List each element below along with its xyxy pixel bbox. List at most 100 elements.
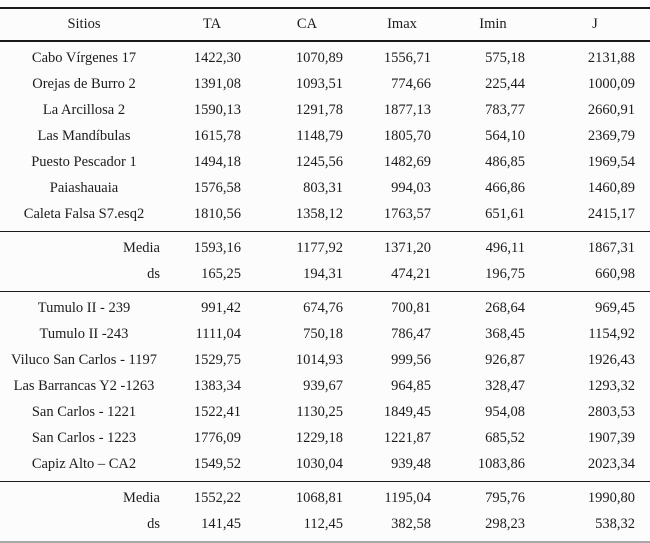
group2-rows: Tumulo II - 239 991,42 674,76 700,81 268… — [0, 291, 650, 482]
site-cell: Caleta Falsa S7.esq2 — [23, 206, 145, 222]
site-cell: La Arcillosa 2 — [42, 102, 126, 118]
table-row: Caleta Falsa S7.esq2 1810,56 1358,12 176… — [0, 202, 650, 232]
j-cell: 2131,88 — [587, 50, 635, 66]
summary-label: ds — [147, 516, 160, 532]
site-cell: Puesto Pescador 1 — [31, 154, 137, 170]
site-cell: San Carlos - 1221 — [31, 404, 137, 420]
imin-cell: 1083,86 — [477, 456, 525, 472]
j-cell: 660,98 — [595, 266, 635, 282]
ca-cell: 1030,04 — [295, 456, 343, 472]
ca-cell: 1177,92 — [296, 240, 343, 256]
ta-cell: 991,42 — [201, 300, 241, 316]
j-cell: 1293,32 — [587, 378, 635, 394]
ta-cell: 1383,34 — [193, 378, 241, 394]
ta-cell: 1422,30 — [193, 50, 241, 66]
ta-cell: 1552,22 — [193, 490, 241, 506]
imax-cell: 774,66 — [391, 76, 431, 92]
site-cell: Viluco San Carlos - 1197 — [11, 352, 157, 368]
table-row: Capiz Alto – CA2 1549,52 1030,04 939,48 … — [0, 452, 650, 482]
imin-cell: 328,47 — [485, 378, 525, 394]
imax-cell: 1877,13 — [383, 102, 431, 118]
imin-cell: 298,23 — [485, 516, 525, 532]
imin-cell: 486,85 — [485, 154, 525, 170]
table-row: Cabo Vírgenes 17 1422,30 1070,89 1556,71… — [0, 41, 650, 72]
ta-cell: 1494,18 — [193, 154, 241, 170]
imax-cell: 1221,87 — [383, 430, 431, 446]
j-cell: 2369,79 — [587, 128, 635, 144]
group1-summary: Media 1593,16 1177,92 1371,20 496,11 186… — [0, 231, 650, 292]
imin-cell: 926,87 — [485, 352, 525, 368]
summary-row-ds: ds 141,45 112,45 382,58 298,23 538,32 — [0, 512, 650, 543]
table-row: Orejas de Burro 2 1391,08 1093,51 774,66… — [0, 72, 650, 98]
ta-cell: 1529,75 — [193, 352, 241, 368]
table-row: Puesto Pescador 1 1494,18 1245,56 1482,6… — [0, 150, 650, 176]
ta-cell: 1615,78 — [193, 128, 241, 144]
table-row: Viluco San Carlos - 1197 1529,75 1014,93… — [0, 348, 650, 374]
imax-cell: 1482,69 — [383, 154, 431, 170]
imax-cell: 939,48 — [391, 456, 431, 472]
imin-cell: 954,08 — [485, 404, 525, 420]
j-cell: 2023,34 — [587, 456, 635, 472]
ca-cell: 194,31 — [303, 266, 343, 282]
ta-cell: 141,45 — [201, 516, 241, 532]
ta-cell: 165,25 — [201, 266, 241, 282]
imax-cell: 1556,71 — [383, 50, 431, 66]
table-row: San Carlos - 1221 1522,41 1130,25 1849,4… — [0, 400, 650, 426]
imax-cell: 1805,70 — [383, 128, 431, 144]
summary-label: Media — [122, 240, 160, 256]
column-header-sitios: Sitios — [0, 7, 168, 42]
site-cell: Las Barrancas Y2 -1263 — [13, 378, 155, 394]
imax-cell: 786,47 — [391, 326, 431, 342]
column-header-j: J — [540, 7, 650, 42]
imax-cell: 474,21 — [391, 266, 431, 282]
imin-cell: 575,18 — [485, 50, 525, 66]
site-cell: Capiz Alto – CA2 — [31, 456, 137, 472]
sites-table: Sitios TA CA Imax Imin J Cabo Vírgenes 1… — [0, 7, 650, 543]
summary-row-media: Media 1552,22 1068,81 1195,04 795,76 199… — [0, 482, 650, 512]
imin-cell: 268,64 — [485, 300, 525, 316]
imin-cell: 783,77 — [485, 102, 525, 118]
ta-cell: 1810,56 — [193, 206, 241, 222]
imax-cell: 382,58 — [391, 516, 431, 532]
imin-cell: 225,44 — [485, 76, 525, 92]
ca-cell: 1291,78 — [295, 102, 343, 118]
j-cell: 1154,92 — [588, 326, 635, 342]
imax-cell: 964,85 — [391, 378, 431, 394]
site-cell: Cabo Vírgenes 17 — [31, 50, 137, 66]
header-row: Sitios TA CA Imax Imin J — [0, 7, 650, 42]
j-cell: 1907,39 — [587, 430, 635, 446]
summary-label: ds — [147, 266, 160, 282]
j-cell: 2803,53 — [587, 404, 635, 420]
j-cell: 2415,17 — [587, 206, 635, 222]
ta-cell: 1391,08 — [193, 76, 241, 92]
ca-cell: 674,76 — [303, 300, 343, 316]
imin-cell: 685,52 — [485, 430, 525, 446]
j-cell: 1000,09 — [587, 76, 635, 92]
imin-cell: 368,45 — [485, 326, 525, 342]
ca-cell: 750,18 — [303, 326, 343, 342]
ca-cell: 1229,18 — [295, 430, 343, 446]
ta-cell: 1776,09 — [193, 430, 241, 446]
table-row: Las Barrancas Y2 -1263 1383,34 939,67 96… — [0, 374, 650, 400]
table-row: Las Mandíbulas 1615,78 1148,79 1805,70 5… — [0, 124, 650, 150]
ta-cell: 1111,04 — [195, 326, 241, 342]
imax-cell: 1849,45 — [383, 404, 431, 420]
imin-cell: 466,86 — [485, 180, 525, 196]
table-header: Sitios TA CA Imax Imin J — [0, 7, 650, 42]
summary-row-ds: ds 165,25 194,31 474,21 196,75 660,98 — [0, 262, 650, 292]
j-cell: 538,32 — [595, 516, 635, 532]
summary-label: Media — [122, 490, 160, 506]
summary-row-media: Media 1593,16 1177,92 1371,20 496,11 186… — [0, 232, 650, 262]
site-cell: San Carlos - 1223 — [31, 430, 137, 446]
j-cell: 1867,31 — [587, 240, 635, 256]
imax-cell: 1371,20 — [383, 240, 431, 256]
ca-cell: 1245,56 — [295, 154, 343, 170]
column-header-ca: CA — [256, 7, 358, 42]
ta-cell: 1549,52 — [193, 456, 241, 472]
imin-cell: 651,61 — [485, 206, 525, 222]
ta-cell: 1522,41 — [193, 404, 241, 420]
j-cell: 1460,89 — [587, 180, 635, 196]
site-cell: Tumulo II -243 — [39, 326, 129, 342]
site-cell: Las Mandíbulas — [37, 128, 131, 144]
